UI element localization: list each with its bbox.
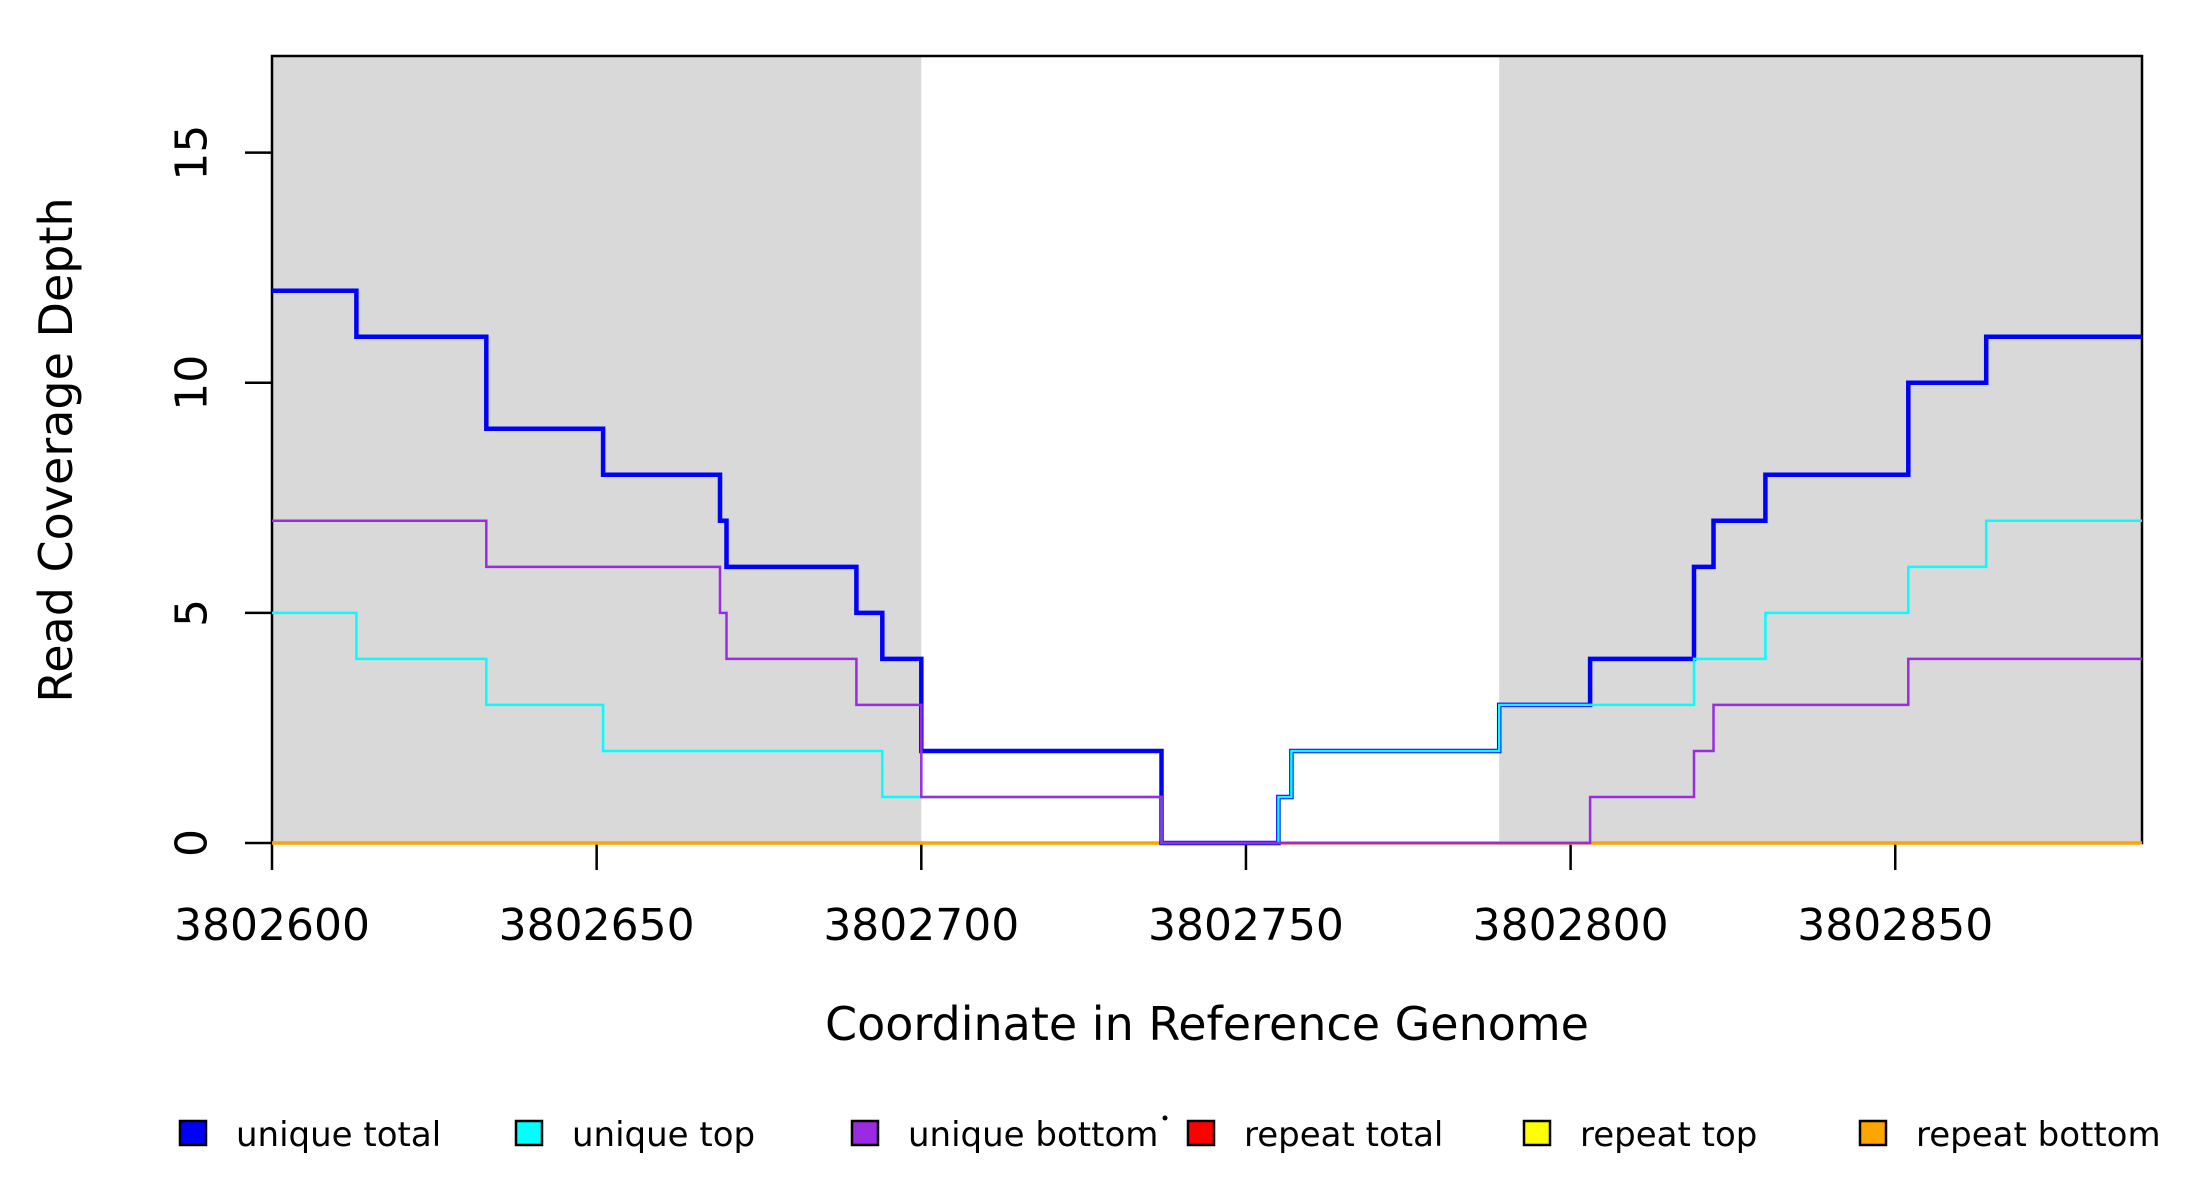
shaded-regions-layer: [272, 56, 2142, 843]
legend-label-repeat-total: repeat total: [1244, 1115, 1443, 1155]
x-axis-tick-label: 3802800: [1473, 900, 1669, 951]
x-axis-tick-label: 3802750: [1148, 900, 1344, 951]
stray-point-dot: [1162, 1115, 1168, 1121]
legend-label-repeat-bottom: repeat bottom: [1916, 1115, 2161, 1155]
shaded-region: [272, 56, 922, 843]
series-lines-layer: [272, 288, 2142, 846]
legend-swatch-repeat-total: [1186, 1119, 1216, 1147]
y-axis-tick-label: 15: [167, 125, 218, 181]
y-axis-title: Read Coverage Depth: [29, 197, 83, 702]
legend-label-unique-top: unique top: [572, 1115, 755, 1155]
legend-swatch-repeat-top: [1522, 1119, 1552, 1147]
axis-ticks-layer: 3802600 3802650 3802700 3802750 3802800 38028…: [167, 125, 1994, 951]
legend-swatch-repeat-bottom: [1858, 1119, 1888, 1147]
shaded-region: [1499, 56, 2142, 843]
y-axis-tick-label: 10: [167, 355, 218, 411]
x-axis-tick-label: 3802700: [823, 900, 1019, 951]
series-line-unique-bottom: [272, 519, 2142, 845]
y-axis-tick-label: 0: [167, 829, 218, 857]
x-axis-tick-label: 3802850: [1797, 900, 1993, 951]
legend-swatch-unique-bottom: [850, 1119, 880, 1147]
x-axis-tick-label: 3802600: [174, 900, 370, 951]
x-axis-title: Coordinate in Reference Genome: [825, 997, 1589, 1051]
series-line-unique-top: [272, 519, 2142, 845]
x-axis-tick-label: 3802650: [499, 900, 695, 951]
legend-swatch-unique-total: [178, 1119, 208, 1147]
legend-label-unique-total: unique total: [236, 1115, 441, 1155]
legend-label-unique-bottom: unique bottom: [908, 1115, 1158, 1155]
legend-label-repeat-top: repeat top: [1580, 1115, 1757, 1155]
legend-layer: unique total unique top unique bottom repea…: [178, 1115, 2161, 1155]
legend-swatch-unique-top: [514, 1119, 544, 1147]
y-axis-tick-label: 5: [167, 599, 218, 627]
